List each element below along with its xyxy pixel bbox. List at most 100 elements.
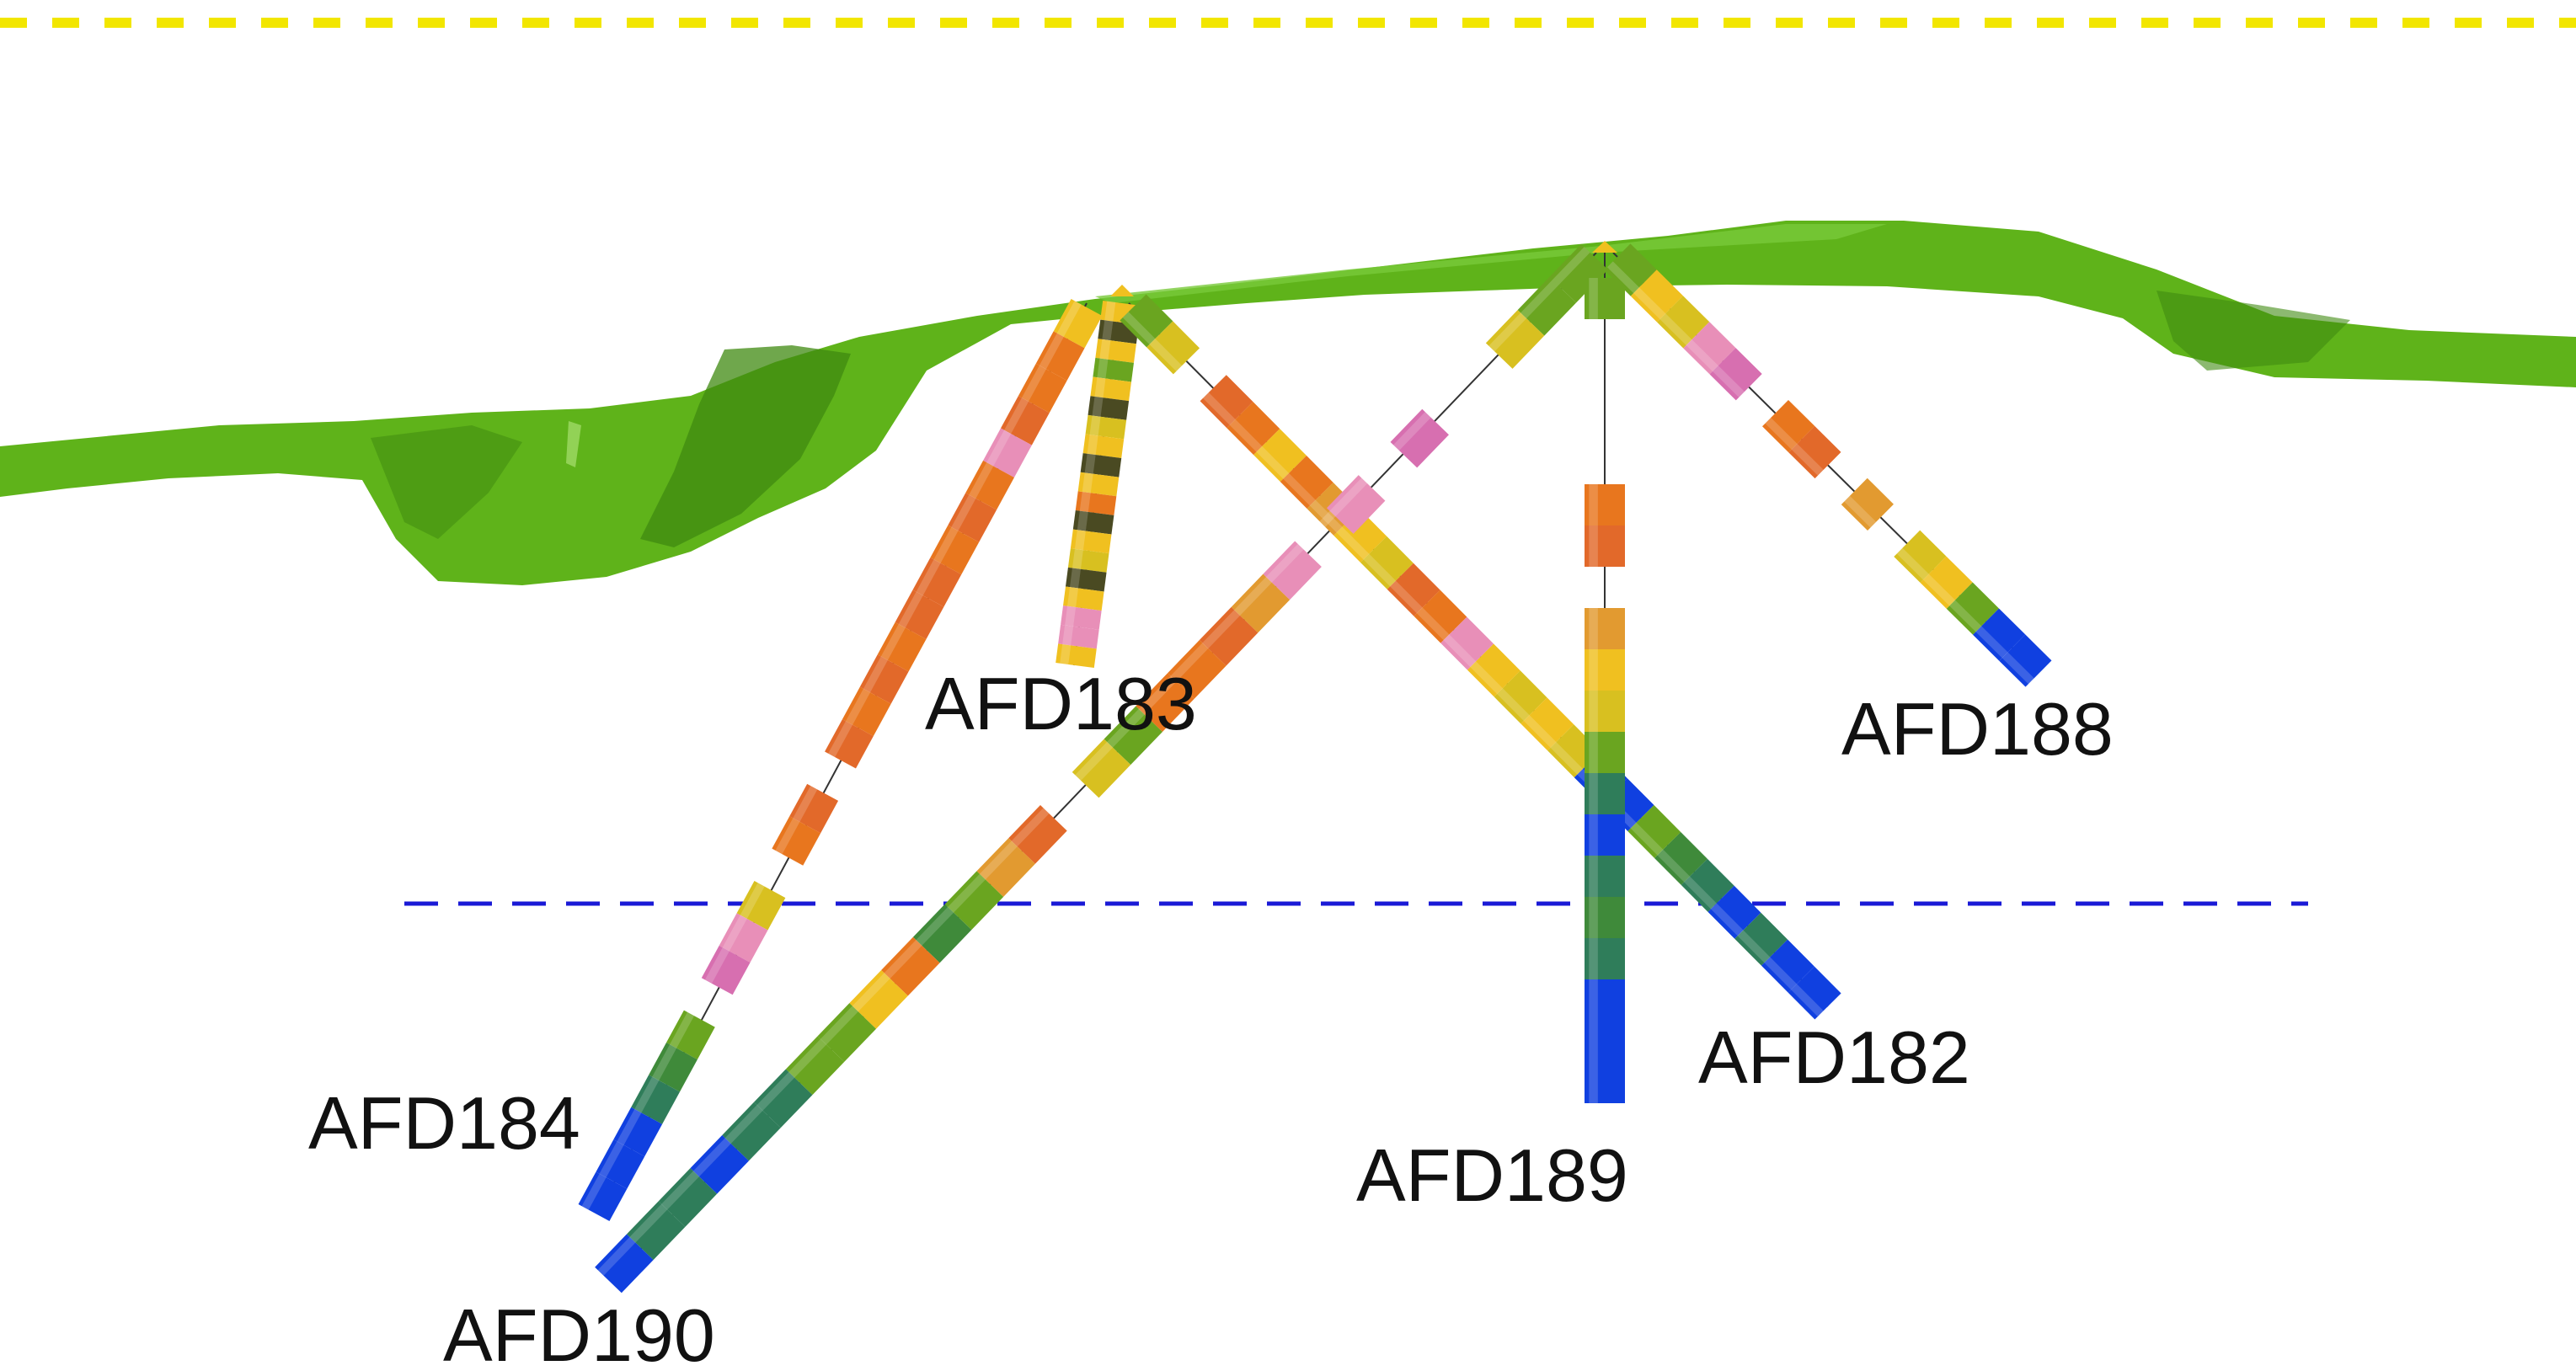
core-interval (1494, 670, 1547, 724)
green-surface (0, 221, 2576, 585)
core-interval (1517, 276, 1577, 336)
core-interval (1360, 536, 1414, 589)
label-afd182: AFD182 (1698, 1016, 1970, 1099)
drillhole-afd190[interactable] (595, 243, 1608, 1294)
core-interval (1090, 376, 1132, 402)
core-interval (1072, 739, 1131, 798)
cylinder-highlight (1606, 261, 2034, 685)
core-interval (1387, 563, 1440, 616)
drillhole-afd183[interactable] (1056, 301, 1141, 668)
core-interval (1999, 634, 2052, 687)
core-interval (722, 1102, 781, 1161)
core-interval (785, 1036, 845, 1096)
core-interval (1253, 429, 1307, 483)
core-interval (944, 871, 1004, 931)
core-interval (1072, 509, 1114, 535)
core-interval (1734, 912, 1788, 966)
core-interval (1018, 363, 1067, 413)
core-interval (1067, 548, 1109, 573)
core-interval (1440, 616, 1494, 670)
core-interval (1547, 724, 1601, 778)
core-interval (1894, 530, 1947, 583)
core-interval (1200, 375, 1253, 429)
label-afd189: AFD189 (1356, 1134, 1628, 1217)
core-interval (1058, 624, 1099, 649)
core-interval (1070, 529, 1112, 554)
core-interval (772, 816, 821, 866)
core-interval (631, 1075, 681, 1124)
core-interval (948, 493, 997, 542)
core-interval (817, 1003, 877, 1062)
cylinder-highlight (1122, 312, 1824, 1017)
core-interval (1080, 453, 1122, 477)
core-interval (1761, 939, 1814, 993)
label-afd183: AFD183 (925, 662, 1197, 745)
core-interval (1063, 586, 1104, 611)
core-interval (736, 881, 786, 931)
core-interval (1095, 339, 1136, 363)
core-interval (1485, 310, 1545, 369)
core-interval (1008, 805, 1067, 864)
core-interval (613, 1107, 663, 1157)
core-interval (1227, 402, 1280, 456)
core-interval (1093, 357, 1134, 382)
drillhole-afd189[interactable] (1585, 278, 1625, 1103)
core-interval (1168, 640, 1227, 699)
core-interval (881, 936, 940, 996)
cylinder-highlight (1060, 301, 1116, 664)
core-interval (1946, 582, 1999, 635)
core-interval (578, 1171, 628, 1222)
label-afd190: AFD190 (443, 1294, 715, 1371)
core-interval (1390, 408, 1449, 468)
core-interval (626, 1201, 686, 1261)
core-interval (1056, 643, 1097, 668)
core-interval (1467, 643, 1520, 697)
core-interval (1263, 541, 1322, 600)
core-interval (1654, 831, 1708, 885)
core-interval (1520, 697, 1574, 751)
core-interval (1100, 301, 1141, 325)
core-interval (1414, 589, 1467, 643)
core-interval (690, 1134, 749, 1194)
core-interval (719, 913, 768, 963)
core-interval (842, 686, 891, 737)
core-interval (825, 719, 874, 769)
core-interval (1630, 269, 1683, 323)
core-interval (658, 1168, 718, 1227)
core-interval (1098, 319, 1139, 344)
core-interval (1120, 294, 1173, 348)
label-afd184: AFD184 (308, 1081, 580, 1165)
core-interval (1136, 673, 1194, 732)
core-interval (930, 525, 980, 575)
core-interval (895, 589, 944, 639)
core-interval (1788, 425, 1841, 479)
core-interval (1280, 456, 1333, 509)
core-interval (1841, 477, 1894, 531)
drillhole-afd184[interactable] (578, 298, 1103, 1222)
core-interval (859, 654, 909, 704)
core-interval (1035, 331, 1085, 381)
core-interval (596, 1139, 645, 1189)
core-interval (1088, 396, 1130, 420)
core-interval (666, 1010, 715, 1060)
core-interval (1085, 414, 1127, 440)
core-interval (976, 838, 1035, 897)
core-interval (1604, 243, 1657, 296)
core-interval (649, 1042, 697, 1092)
drillhole-afd188[interactable] (1604, 243, 2052, 687)
core-interval (1082, 434, 1125, 459)
core-interval (877, 621, 927, 672)
core-interval (595, 1234, 654, 1294)
cylinder-highlight (581, 301, 1082, 1210)
core-interval (1065, 567, 1107, 592)
core-interval (912, 557, 962, 607)
drillhole-afd182[interactable] (1120, 294, 1841, 1020)
collar-marker-east (1592, 241, 1617, 253)
core-interval (701, 945, 751, 995)
core-interval (1762, 399, 1815, 453)
core-interval (1326, 475, 1386, 534)
core-interval (1053, 298, 1103, 349)
core-interval (1683, 322, 1736, 375)
